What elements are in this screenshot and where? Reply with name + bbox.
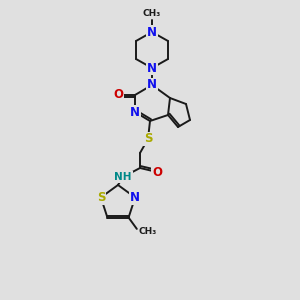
Text: O: O [113, 88, 123, 101]
Text: N: N [130, 191, 140, 204]
Text: N: N [147, 61, 157, 74]
Text: N: N [130, 106, 140, 118]
Text: N: N [147, 26, 157, 38]
Text: O: O [152, 166, 162, 178]
Text: S: S [144, 133, 152, 146]
Text: S: S [97, 191, 105, 204]
Text: CH₃: CH₃ [139, 227, 157, 236]
Text: NH: NH [114, 172, 132, 182]
Text: CH₃: CH₃ [143, 10, 161, 19]
Text: N: N [147, 79, 157, 92]
